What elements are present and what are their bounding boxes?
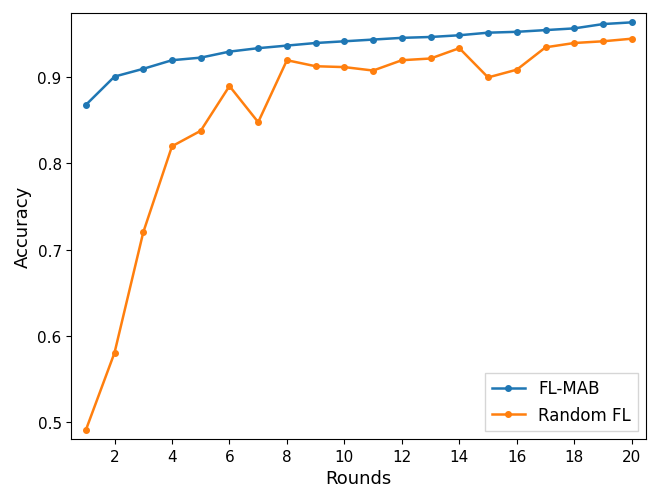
Line: FL-MAB: FL-MAB xyxy=(83,21,634,109)
Random FL xyxy=(398,58,406,64)
Random FL xyxy=(254,120,262,126)
Legend: FL-MAB, Random FL: FL-MAB, Random FL xyxy=(485,373,638,431)
FL-MAB xyxy=(455,33,463,39)
Random FL xyxy=(599,39,607,45)
FL-MAB xyxy=(513,30,521,36)
FL-MAB xyxy=(398,36,406,42)
FL-MAB xyxy=(168,58,176,64)
Random FL xyxy=(168,144,176,150)
Random FL xyxy=(484,75,492,81)
Random FL xyxy=(341,65,348,71)
Random FL xyxy=(570,41,578,47)
Random FL xyxy=(513,68,521,74)
Random FL xyxy=(369,69,377,75)
FL-MAB xyxy=(82,103,90,109)
FL-MAB xyxy=(542,28,550,34)
X-axis label: Rounds: Rounds xyxy=(325,469,392,487)
FL-MAB xyxy=(426,35,434,41)
FL-MAB xyxy=(197,56,205,62)
FL-MAB xyxy=(283,44,291,50)
Random FL xyxy=(111,350,119,356)
Random FL xyxy=(197,129,205,135)
FL-MAB xyxy=(341,39,348,45)
Random FL xyxy=(542,45,550,51)
FL-MAB xyxy=(139,67,147,73)
Random FL xyxy=(426,57,434,63)
Random FL xyxy=(283,58,291,64)
Random FL xyxy=(82,427,90,433)
Random FL xyxy=(139,230,147,236)
Random FL xyxy=(312,64,319,70)
Random FL xyxy=(628,37,636,43)
FL-MAB xyxy=(484,31,492,37)
FL-MAB xyxy=(628,21,636,27)
FL-MAB xyxy=(312,41,319,47)
FL-MAB xyxy=(599,22,607,28)
FL-MAB xyxy=(369,38,377,44)
FL-MAB xyxy=(226,50,234,56)
FL-MAB xyxy=(254,46,262,52)
Random FL xyxy=(455,46,463,52)
Line: Random FL: Random FL xyxy=(83,37,634,433)
FL-MAB xyxy=(570,27,578,33)
FL-MAB xyxy=(111,75,119,81)
Random FL xyxy=(226,84,234,90)
Y-axis label: Accuracy: Accuracy xyxy=(14,185,32,268)
